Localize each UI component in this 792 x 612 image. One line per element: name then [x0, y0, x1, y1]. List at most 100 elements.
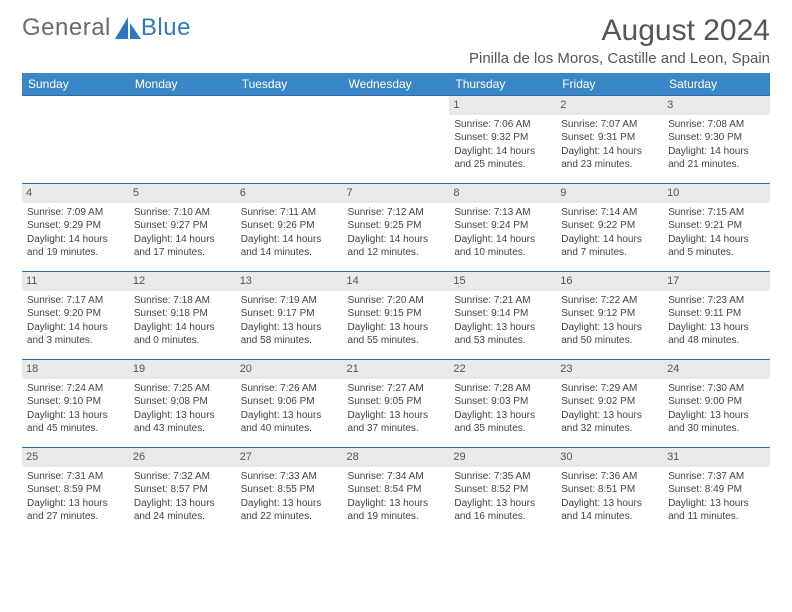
location-text: Pinilla de los Moros, Castille and Leon,… — [469, 50, 770, 67]
day-number: 31 — [663, 448, 770, 467]
header: General Blue August 2024 Pinilla de los … — [22, 14, 770, 67]
day-details: Sunrise: 7:17 AMSunset: 9:20 PMDaylight:… — [27, 294, 124, 348]
calendar-day-cell: 8 Sunrise: 7:13 AMSunset: 9:24 PMDaylight… — [449, 184, 556, 272]
calendar-day-cell: 31Sunrise: 7:37 AMSunset: 8:49 PMDayligh… — [663, 448, 770, 536]
day-details: Sunrise: 7:19 AMSunset: 9:17 PMDaylight:… — [241, 294, 338, 348]
calendar-day-cell: 13 Sunrise: 7:19 AMSunset: 9:17 PMDayligh… — [236, 272, 343, 360]
calendar-empty-cell — [343, 96, 450, 184]
calendar-week-row: 1 Sunrise: 7:06 AMSunset: 9:32 PMDaylight… — [22, 96, 770, 184]
weekday-header: Sunday — [22, 73, 129, 96]
day-details: Sunrise: 7:33 AMSunset: 8:55 PMDaylight:… — [241, 470, 338, 524]
calendar-day-cell: 24 Sunrise: 7:30 AMSunset: 9:00 PMDayligh… — [663, 360, 770, 448]
day-number: 29 — [449, 448, 556, 467]
day-number: 25 — [22, 448, 129, 467]
calendar-day-cell: 18 Sunrise: 7:24 AMSunset: 9:10 PMDayligh… — [22, 360, 129, 448]
day-details: Sunrise: 7:29 AMSunset: 9:02 PMDaylight:… — [561, 382, 658, 436]
day-details: Sunrise: 7:22 AMSunset: 9:12 PMDaylight:… — [561, 294, 658, 348]
calendar-week-row: 4Sunrise: 7:09 AMSunset: 9:29 PMDaylight… — [22, 184, 770, 272]
day-number: 12 — [129, 272, 236, 291]
calendar-day-cell: 28 Sunrise: 7:34 AMSunset: 8:54 PMDayligh… — [343, 448, 450, 536]
day-details: Sunrise: 7:28 AMSunset: 9:03 PMDaylight:… — [454, 382, 551, 436]
calendar-empty-cell — [22, 96, 129, 184]
day-number: 19 — [129, 360, 236, 379]
day-number: 6 — [236, 184, 343, 203]
calendar-day-cell: 21 Sunrise: 7:27 AMSunset: 9:05 PMDayligh… — [343, 360, 450, 448]
calendar-day-cell: 7 Sunrise: 7:12 AMSunset: 9:25 PMDaylight… — [343, 184, 450, 272]
day-number: 14 — [343, 272, 450, 291]
calendar-empty-cell — [236, 96, 343, 184]
day-details: Sunrise: 7:14 AMSunset: 9:22 PMDaylight:… — [561, 206, 658, 260]
weekday-header: Wednesday — [343, 73, 450, 96]
weekday-header: Monday — [129, 73, 236, 96]
calendar-day-cell: 26Sunrise: 7:32 AMSunset: 8:57 PMDayligh… — [129, 448, 236, 536]
day-number: 23 — [556, 360, 663, 379]
day-details: Sunrise: 7:08 AMSunset: 9:30 PMDaylight:… — [668, 118, 765, 172]
day-details: Sunrise: 7:24 AMSunset: 9:10 PMDaylight:… — [27, 382, 124, 436]
day-details: Sunrise: 7:09 AMSunset: 9:29 PMDaylight:… — [27, 206, 124, 260]
day-number: 8 — [449, 184, 556, 203]
day-details: Sunrise: 7:06 AMSunset: 9:32 PMDaylight:… — [454, 118, 551, 172]
calendar-day-cell: 14 Sunrise: 7:20 AMSunset: 9:15 PMDayligh… — [343, 272, 450, 360]
day-details: Sunrise: 7:34 AMSunset: 8:54 PMDaylight:… — [348, 470, 445, 524]
day-number: 18 — [22, 360, 129, 379]
day-details: Sunrise: 7:26 AMSunset: 9:06 PMDaylight:… — [241, 382, 338, 436]
day-details: Sunrise: 7:10 AMSunset: 9:27 PMDaylight:… — [134, 206, 231, 260]
day-details: Sunrise: 7:07 AMSunset: 9:31 PMDaylight:… — [561, 118, 658, 172]
day-number: 16 — [556, 272, 663, 291]
month-title: August 2024 — [469, 14, 770, 48]
day-details: Sunrise: 7:20 AMSunset: 9:15 PMDaylight:… — [348, 294, 445, 348]
day-number: 22 — [449, 360, 556, 379]
calendar-week-row: 25 Sunrise: 7:31 AMSunset: 8:59 PMDayligh… — [22, 448, 770, 536]
calendar-day-cell: 20 Sunrise: 7:26 AMSunset: 9:06 PMDayligh… — [236, 360, 343, 448]
day-number: 17 — [663, 272, 770, 291]
logo: General Blue — [22, 14, 191, 42]
day-number: 21 — [343, 360, 450, 379]
calendar-week-row: 11 Sunrise: 7:17 AMSunset: 9:20 PMDayligh… — [22, 272, 770, 360]
calendar-day-cell: 27Sunrise: 7:33 AMSunset: 8:55 PMDayligh… — [236, 448, 343, 536]
day-details: Sunrise: 7:35 AMSunset: 8:52 PMDaylight:… — [454, 470, 551, 524]
weekday-header: Friday — [556, 73, 663, 96]
day-number: 9 — [556, 184, 663, 203]
calendar-day-cell: 10Sunrise: 7:15 AMSunset: 9:21 PMDayligh… — [663, 184, 770, 272]
calendar-day-cell: 9 Sunrise: 7:14 AMSunset: 9:22 PMDaylight… — [556, 184, 663, 272]
calendar-day-cell: 30Sunrise: 7:36 AMSunset: 8:51 PMDayligh… — [556, 448, 663, 536]
day-number: 3 — [663, 96, 770, 115]
day-details: Sunrise: 7:12 AMSunset: 9:25 PMDaylight:… — [348, 206, 445, 260]
day-number: 7 — [343, 184, 450, 203]
day-number: 28 — [343, 448, 450, 467]
day-number: 11 — [22, 272, 129, 291]
calendar-day-cell: 19 Sunrise: 7:25 AMSunset: 9:08 PMDayligh… — [129, 360, 236, 448]
day-details: Sunrise: 7:27 AMSunset: 9:05 PMDaylight:… — [348, 382, 445, 436]
day-details: Sunrise: 7:25 AMSunset: 9:08 PMDaylight:… — [134, 382, 231, 436]
day-number: 1 — [449, 96, 556, 115]
calendar-day-cell: 2 Sunrise: 7:07 AMSunset: 9:31 PMDaylight… — [556, 96, 663, 184]
calendar-day-cell: 1 Sunrise: 7:06 AMSunset: 9:32 PMDaylight… — [449, 96, 556, 184]
calendar-day-cell: 25 Sunrise: 7:31 AMSunset: 8:59 PMDayligh… — [22, 448, 129, 536]
calendar-day-cell: 6 Sunrise: 7:11 AMSunset: 9:26 PMDaylight… — [236, 184, 343, 272]
day-details: Sunrise: 7:13 AMSunset: 9:24 PMDaylight:… — [454, 206, 551, 260]
day-details: Sunrise: 7:36 AMSunset: 8:51 PMDaylight:… — [561, 470, 658, 524]
calendar-day-cell: 16 Sunrise: 7:22 AMSunset: 9:12 PMDayligh… — [556, 272, 663, 360]
logo-sail-icon — [115, 17, 141, 39]
day-number: 2 — [556, 96, 663, 115]
weekday-header: Tuesday — [236, 73, 343, 96]
calendar-day-cell: 4Sunrise: 7:09 AMSunset: 9:29 PMDaylight… — [22, 184, 129, 272]
day-number: 20 — [236, 360, 343, 379]
logo-text-2: Blue — [141, 14, 191, 42]
day-details: Sunrise: 7:11 AMSunset: 9:26 PMDaylight:… — [241, 206, 338, 260]
day-number: 5 — [129, 184, 236, 203]
day-number: 13 — [236, 272, 343, 291]
day-details: Sunrise: 7:23 AMSunset: 9:11 PMDaylight:… — [668, 294, 765, 348]
calendar-empty-cell — [129, 96, 236, 184]
day-number: 24 — [663, 360, 770, 379]
day-details: Sunrise: 7:31 AMSunset: 8:59 PMDaylight:… — [27, 470, 124, 524]
calendar-body: 1 Sunrise: 7:06 AMSunset: 9:32 PMDaylight… — [22, 96, 770, 536]
logo-text-1: General — [22, 14, 111, 42]
title-block: August 2024 Pinilla de los Moros, Castil… — [469, 14, 770, 67]
calendar-day-cell: 11 Sunrise: 7:17 AMSunset: 9:20 PMDayligh… — [22, 272, 129, 360]
calendar-day-cell: 5 Sunrise: 7:10 AMSunset: 9:27 PMDaylight… — [129, 184, 236, 272]
day-details: Sunrise: 7:30 AMSunset: 9:00 PMDaylight:… — [668, 382, 765, 436]
day-details: Sunrise: 7:15 AMSunset: 9:21 PMDaylight:… — [668, 206, 765, 260]
calendar-day-cell: 12Sunrise: 7:18 AMSunset: 9:18 PMDayligh… — [129, 272, 236, 360]
calendar-day-cell: 22 Sunrise: 7:28 AMSunset: 9:03 PMDayligh… — [449, 360, 556, 448]
